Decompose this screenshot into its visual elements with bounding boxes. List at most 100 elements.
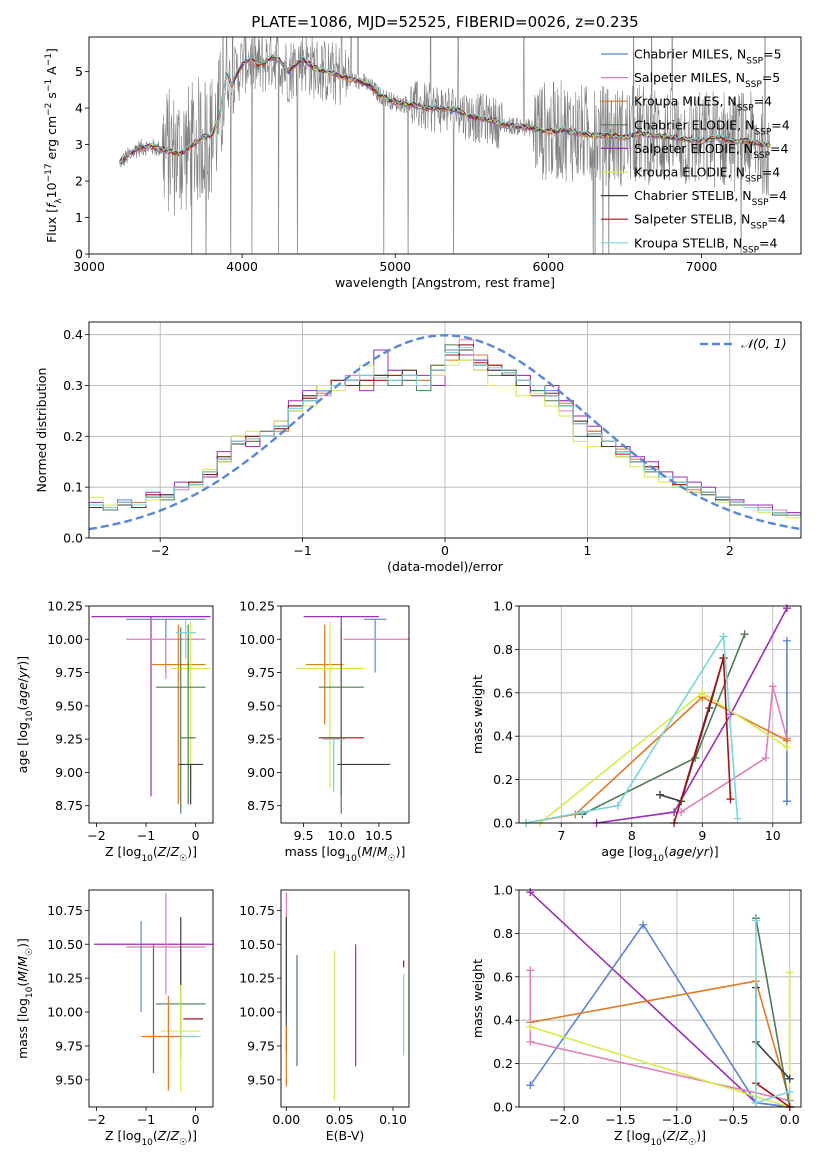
y-tick-label: 10.00 (239, 632, 275, 647)
weight-marker (526, 1081, 535, 1090)
y-tick-label: 0.8 (493, 926, 513, 941)
y-tick-label: 9.75 (55, 1038, 83, 1053)
weight-marker (751, 1098, 760, 1107)
weight-marker (656, 790, 664, 799)
weight-marker (726, 795, 735, 804)
axes-frame (88, 321, 802, 539)
legend-entry: Chabrier MILES, NSSP=5 (634, 47, 782, 67)
x-tick-label: 0.00 (272, 1112, 300, 1127)
x-tick-label: −1 (137, 828, 155, 843)
y-tick-label: 9.25 (247, 732, 275, 747)
x-axis-label: mass [log10(M/M☉)] (285, 844, 406, 864)
axes-frame (88, 36, 802, 255)
y-tick-label: 0.1 (63, 480, 83, 495)
mass-Z-panel: −2 −1 0 9.50 9.75 10.00 10.25 10.50 10.75 Z [log1… (15, 889, 214, 1148)
y-tick-label: 0 (75, 247, 83, 262)
weight-line (755, 1082, 791, 1108)
x-tick-label: 5000 (379, 259, 411, 274)
errorbar-area (285, 892, 405, 1101)
x-tick-label: 3000 (73, 259, 105, 274)
weight-lines (522, 604, 791, 827)
y-tick-label: 10.25 (47, 599, 83, 614)
weight-marker (768, 682, 777, 691)
y-tick-label: 0.3 (63, 378, 83, 393)
x-axis-label: Z [log10(Z/Z☉)] (105, 844, 197, 864)
x-tick-label: 0 (441, 543, 449, 558)
weight-marker (526, 966, 535, 975)
x-tick-label: 6000 (532, 259, 564, 274)
x-tick-label: −2 (87, 1112, 105, 1127)
legend-entry: Kroupa MILES, NSSP=4 (634, 94, 772, 114)
mass-EBV-panel: 0.00 0.05 0.10 9.50 9.75 10.00 10.25 10.50 10.75… (239, 889, 410, 1143)
y-tick-label: 4 (75, 101, 83, 116)
weight-marker (782, 743, 791, 752)
y-tick-label: 9.75 (55, 665, 83, 680)
y-tick-label: 10.75 (239, 903, 275, 918)
weight-marker (639, 920, 648, 929)
weight-marker (785, 1087, 794, 1096)
y-tick-label: 9.00 (247, 765, 275, 780)
y-axis-label: Normed distribution (34, 368, 49, 493)
x-tick-label: 0 (192, 828, 200, 843)
y-tick-label: 8.75 (247, 798, 275, 813)
weight-line (680, 686, 788, 813)
x-tick-label: 2 (726, 543, 734, 558)
age-Z-panel: −2 −1 0 8.75 9.00 9.25 9.50 9.75 10.00 10.25 Z [lo… (15, 599, 214, 864)
y-axis-label: Flux [fλ10−17 erg cm−2 s−1 A−1] (44, 48, 64, 243)
y-tick-label: 0.6 (493, 685, 513, 700)
y-axis-label: mass [log10(M/M☉)] (15, 938, 35, 1059)
observed-spectrum (119, 37, 771, 254)
x-tick-label: 7 (557, 828, 565, 843)
normed-plot-area (89, 333, 801, 531)
y-tick-label: 0.0 (63, 531, 83, 546)
weight-marker (719, 654, 728, 663)
weight-marker (761, 753, 770, 762)
x-tick-label: 1 (583, 543, 591, 558)
errorbar-area (93, 892, 213, 1093)
weight-marker (677, 808, 686, 817)
x-tick-label: −2 (151, 543, 169, 558)
weight-marker (719, 632, 728, 641)
y-tick-label: 0.0 (493, 816, 513, 831)
weight-marker (751, 916, 760, 925)
y-tick-label: 10.25 (47, 971, 83, 986)
x-tick-label: 10.0 (327, 828, 355, 843)
weight-line (596, 607, 788, 824)
weight-line (539, 691, 788, 824)
weight-line (755, 918, 791, 1108)
x-tick-label: 10.5 (365, 828, 393, 843)
x-tick-label: −1 (293, 543, 311, 558)
model-spectrum (119, 53, 771, 162)
y-tick-label: 9.00 (55, 765, 83, 780)
age-mass-panel: 9.5 10.0 10.5 8.75 9.00 9.25 9.50 9.75 10.00 10.2… (239, 599, 410, 864)
legend-entry: Salpeter MILES, NSSP=5 (634, 70, 780, 90)
x-tick-label: 4000 (226, 259, 258, 274)
x-tick-label: −2 (87, 828, 105, 843)
weight-marker (785, 1074, 794, 1083)
y-tick-label: 2 (75, 174, 83, 189)
y-tick-label: 9.75 (247, 665, 275, 680)
y-tick-label: 8.75 (55, 798, 83, 813)
legend-entry: Kroupa ELODIE, NSSP=4 (634, 165, 780, 185)
weight-marker (578, 808, 587, 817)
y-tick-label: 9.50 (247, 698, 275, 713)
weight-Z-panel: −2.0 −1.5 −1.0 −0.5 0.0 0.0 0.2 0.4 0.6 0.8 1.0 Z [… (470, 883, 802, 1148)
y-tick-label: 0.4 (493, 729, 513, 744)
axes-frame (518, 605, 802, 824)
y-tick-label: 0.8 (493, 642, 513, 657)
weight-marker (782, 636, 791, 645)
y-axis-label: mass weight (470, 959, 485, 1038)
histogram-step (89, 346, 801, 516)
legend-entry: Salpeter ELODIE, NSSP=4 (634, 141, 789, 161)
y-tick-label: 10.25 (239, 971, 275, 986)
weight-marker (740, 630, 749, 639)
x-tick-label: 9 (698, 828, 706, 843)
x-tick-label: −1.0 (662, 1112, 692, 1127)
weight-marker (733, 814, 742, 823)
weight-line (529, 923, 790, 1108)
axes-frame (88, 605, 214, 824)
spectrum-plot-area (119, 37, 771, 254)
gaussian-curve (89, 333, 801, 531)
x-tick-label: −1 (137, 1112, 155, 1127)
x-axis-label: E(B-V) (326, 1128, 365, 1143)
